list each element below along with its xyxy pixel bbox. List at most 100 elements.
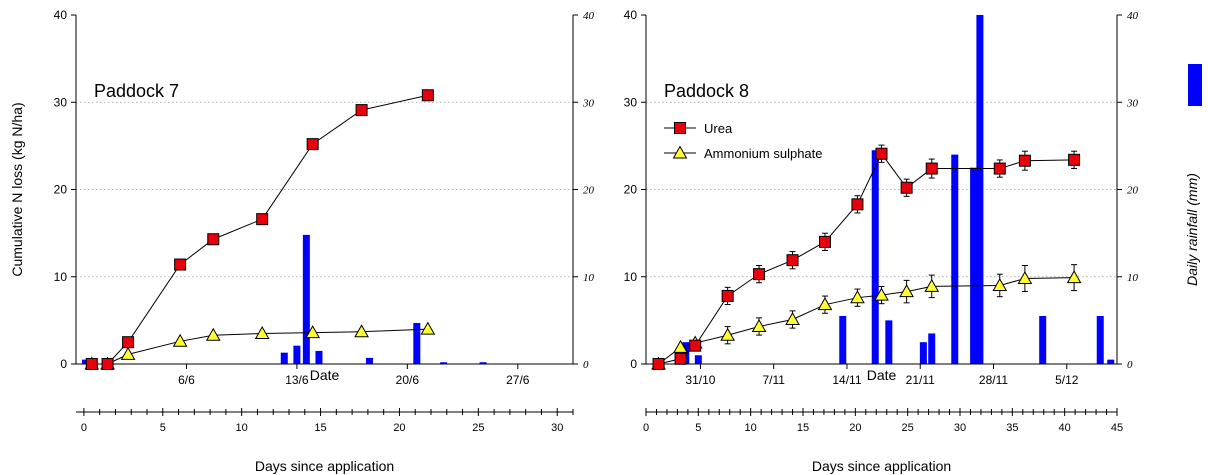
rainfall-bar <box>280 352 288 364</box>
days-tick-label: 20 <box>849 422 861 434</box>
y2-axis-label: Daily rainfall (mm) <box>1184 173 1200 286</box>
days-tick-label: 30 <box>551 422 563 434</box>
legend-label: Urea <box>704 121 733 136</box>
rainfall-bar <box>928 333 936 364</box>
square-marker <box>993 162 1006 175</box>
y-axis-label: Cumulative N loss (kg N/ha) <box>9 102 25 276</box>
square-marker <box>753 268 766 281</box>
square-marker <box>1068 153 1081 166</box>
date-tick-label: 5/12 <box>1055 373 1079 387</box>
rainfall-bar <box>315 350 323 364</box>
rainfall-bar <box>1107 359 1115 364</box>
triangle-marker <box>420 321 436 335</box>
square-marker <box>1018 154 1031 167</box>
square-marker <box>421 89 434 102</box>
days-tick-label: 25 <box>902 422 914 434</box>
date-tick-label: 21/11 <box>906 373 935 387</box>
date-tick-label: 28/11 <box>979 373 1008 387</box>
days-tick-label: 30 <box>954 422 966 434</box>
days-tick-label: 35 <box>1006 422 1018 434</box>
rainfall-bar <box>1039 316 1047 364</box>
rainfall-bar <box>885 320 893 365</box>
triangle-marker <box>751 318 767 332</box>
y2-tick-label: 40 <box>583 10 595 22</box>
y-tick-label: 10 <box>624 270 638 284</box>
series-urea <box>652 144 1081 370</box>
square-marker <box>818 235 831 248</box>
triangle-marker <box>354 324 369 338</box>
triangle-marker <box>1066 270 1082 284</box>
days-axis-label: Days since application <box>255 458 394 474</box>
square-marker <box>689 339 702 352</box>
rainfall-bar <box>302 234 310 364</box>
rainfall-bar <box>81 359 89 364</box>
series-line <box>658 152 1075 365</box>
days-tick-label: 45 <box>1111 422 1123 434</box>
rainfall-bar <box>694 355 702 364</box>
legend: Urea Ammonium sulphate <box>664 121 823 161</box>
triangle-marker <box>899 284 914 298</box>
y2-tick-label: 10 <box>583 272 595 284</box>
triangle-marker <box>874 287 889 301</box>
chart-panel-1: 0 10 20 30 40 0 10 20 30 40 6/6 13/6 20/6 27/6 Date Cum… <box>9 8 595 474</box>
triangle-marker <box>305 325 321 339</box>
y-tick-label: 0 <box>60 357 67 371</box>
rainfall-bar <box>365 357 373 364</box>
square-marker <box>207 233 220 246</box>
triangle-marker <box>720 327 735 341</box>
series-line <box>658 277 1075 365</box>
rainfall-bar <box>951 154 959 364</box>
date-tick-label: 27/6 <box>506 373 530 387</box>
date-tick-label: 7/11 <box>762 373 785 387</box>
days-tick-label: 0 <box>81 422 87 434</box>
y-tick-label: 10 <box>54 270 68 284</box>
triangle-marker <box>1017 270 1033 284</box>
y-tick-label: 40 <box>624 8 638 22</box>
panel-annotation: Paddock 7 <box>94 81 179 101</box>
y-tick-label: 20 <box>624 183 638 197</box>
square-marker <box>851 198 864 211</box>
rainfall-bar <box>970 167 978 364</box>
days-tick-label: 10 <box>236 422 248 434</box>
rainfall-legend-swatch <box>1188 64 1202 106</box>
x-axis-label: Date <box>867 367 897 383</box>
triangle-marker <box>120 346 136 360</box>
y2-tick-label: 40 <box>1127 10 1139 22</box>
square-marker <box>786 254 799 267</box>
triangle-marker <box>254 325 270 339</box>
square-marker <box>652 358 665 370</box>
x-axis-label: Date <box>310 367 340 383</box>
square-marker <box>721 289 734 302</box>
legend-label: Ammonium sulphate <box>704 146 823 161</box>
date-tick-label: 20/6 <box>396 373 420 387</box>
days-tick-label: 25 <box>472 422 484 434</box>
chart-panel-2: 0 10 20 30 40 0 10 20 30 40 31/10 7/11 14/11 21/11 28/… <box>624 8 1200 474</box>
rainfall-bar <box>479 362 487 364</box>
y2-tick-label: 0 <box>583 359 589 371</box>
triangle-marker <box>785 311 800 325</box>
rainfall-bar <box>293 345 301 364</box>
days-tick-label: 15 <box>797 422 809 434</box>
triangle-marker <box>672 145 688 159</box>
y-tick-label: 30 <box>54 95 68 109</box>
y2-tick-label: 20 <box>583 185 595 197</box>
rainfall-bar <box>871 150 879 364</box>
triangle-marker <box>205 327 221 341</box>
triangle-marker <box>673 339 688 353</box>
days-axis-label: Days since application <box>812 458 951 474</box>
series-urea <box>85 89 434 370</box>
y2-tick-label: 20 <box>1127 185 1139 197</box>
y2-tick-label: 0 <box>1127 359 1133 371</box>
date-tick-label: 6/6 <box>178 373 195 387</box>
square-marker <box>122 336 135 349</box>
y2-tick-label: 30 <box>1126 97 1139 109</box>
days-tick-label: 5 <box>695 422 701 434</box>
y2-tick-label: 10 <box>1127 272 1139 284</box>
series-ammonium-sulphate <box>84 321 436 370</box>
days-tick-label: 5 <box>160 422 166 434</box>
y2-tick-label: 30 <box>582 97 595 109</box>
rainfall-bar <box>440 362 448 364</box>
days-tick-label: 20 <box>393 422 405 434</box>
triangle-marker <box>850 290 865 304</box>
